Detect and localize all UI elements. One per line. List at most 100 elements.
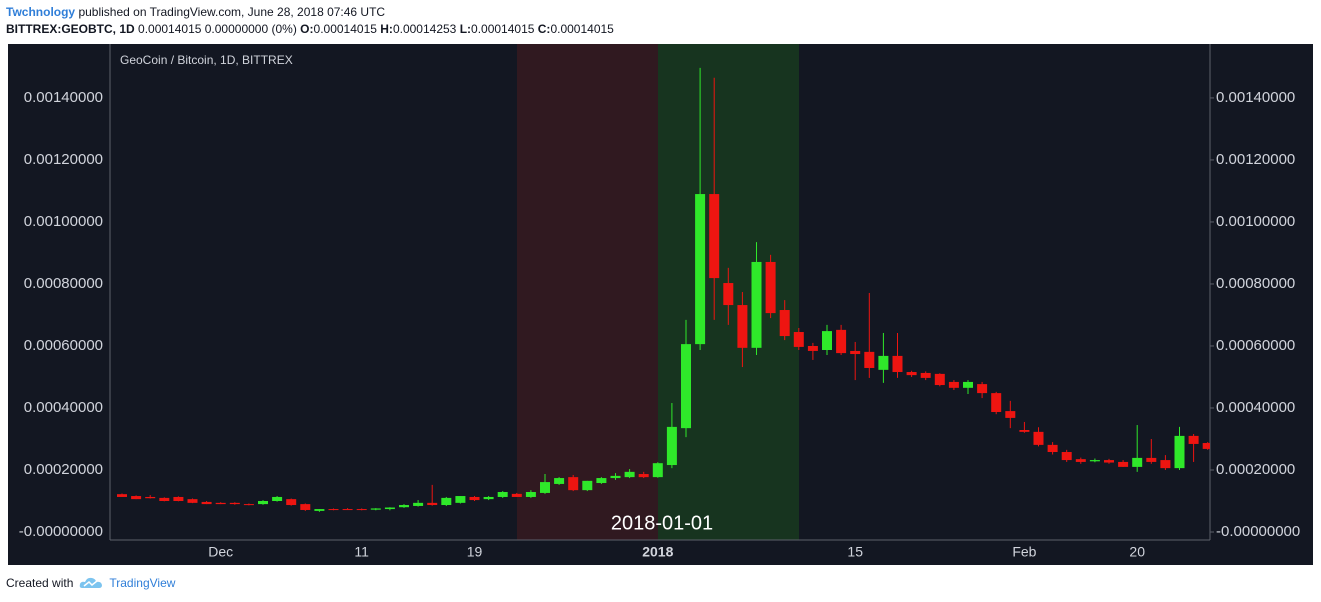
candle-body	[370, 508, 381, 510]
y-tick-label: 0.00080000	[24, 275, 103, 292]
created-with: Created with	[6, 576, 74, 590]
candle-body	[765, 261, 776, 314]
y-tick-label: 0.00020000	[24, 461, 103, 478]
candle-body	[243, 504, 254, 506]
candle-body	[638, 474, 649, 478]
candle-body	[779, 310, 790, 337]
candle-body	[1075, 459, 1086, 462]
candle-body	[1104, 460, 1114, 463]
candle-body	[314, 509, 325, 511]
x-tick-label: 15	[847, 544, 863, 560]
candle-body	[892, 355, 903, 373]
candle-body	[582, 480, 593, 491]
header: Twchnology published on TradingView.com,…	[6, 4, 614, 38]
candle-body	[511, 493, 522, 497]
candle-body	[652, 463, 663, 478]
candle-body	[469, 496, 480, 501]
highlight-red	[517, 44, 658, 540]
candle-body	[568, 477, 579, 491]
candle-body	[1005, 411, 1016, 418]
candle-body	[258, 500, 268, 505]
candle-body	[963, 381, 973, 388]
candle-body	[751, 261, 762, 348]
ohlc-label: C:	[537, 22, 551, 36]
candle-body	[610, 475, 621, 479]
candle-body	[695, 194, 706, 345]
header-line-1: Twchnology published on TradingView.com,…	[6, 4, 614, 21]
chart-title: GeoCoin / Bitcoin, 1D, BITTREX	[120, 53, 293, 67]
x-tick-label: 11	[354, 544, 369, 560]
candle-body	[159, 497, 170, 501]
y-tick-label-right: 0.00120000	[1216, 151, 1295, 168]
candle-body	[1174, 435, 1185, 469]
x-tick-label: Dec	[208, 544, 233, 560]
x-tick-label: 19	[467, 544, 483, 560]
candle-body	[215, 502, 226, 505]
x-tick-label: 2018	[642, 544, 673, 560]
ohlc-label: L:	[459, 22, 472, 36]
ohlc-value: 0.00014253	[392, 22, 457, 36]
candle-body	[1160, 460, 1171, 469]
brand[interactable]: TradingView	[109, 576, 176, 590]
candle-body	[991, 393, 1002, 413]
candle-body	[793, 332, 804, 347]
ohlc-value: 0.00014015	[313, 22, 377, 36]
candle-body	[525, 492, 536, 497]
candle-body	[413, 502, 424, 506]
y-tick-label-right: 0.00060000	[1216, 337, 1295, 354]
candle-body	[272, 496, 283, 501]
candle-body	[328, 509, 339, 511]
candle-body	[1202, 443, 1210, 449]
author[interactable]: Twchnology	[6, 5, 76, 19]
candle-body	[822, 331, 832, 351]
y-tick-label: 0.00120000	[24, 151, 103, 168]
y-tick-label: -0.00000000	[19, 523, 103, 540]
candle-body	[948, 381, 959, 388]
candle-body	[441, 497, 452, 506]
candle-body	[497, 492, 508, 497]
symbol: BITTREX:GEOBTC, 1D	[6, 22, 135, 36]
candle-body	[399, 505, 409, 508]
candle-body	[483, 496, 494, 500]
x-tick-label: Feb	[1012, 544, 1036, 560]
candle-body	[187, 499, 198, 503]
y-tick-label-right: 0.00080000	[1216, 275, 1295, 292]
candle-body	[836, 329, 847, 354]
ohlc-value: 0.00014015	[471, 22, 535, 36]
annotation: 2018-01-01	[611, 512, 713, 534]
candle-body	[201, 501, 212, 505]
ohlc-label: O:	[300, 22, 314, 36]
candle-body	[554, 478, 565, 484]
y-tick-label-right: 0.00040000	[1216, 399, 1295, 416]
candle-body	[807, 345, 818, 351]
candle-body	[906, 372, 917, 376]
candle-body	[878, 355, 889, 370]
y-tick-label-right: 0.00140000	[1216, 89, 1295, 106]
candle-body	[1132, 457, 1143, 467]
logo	[80, 577, 103, 588]
candle-body	[723, 283, 734, 306]
candle-body	[1089, 460, 1100, 462]
y-tick-label-right: -0.00000000	[1216, 523, 1300, 540]
candle-body	[737, 305, 748, 348]
candle-body	[286, 499, 297, 506]
x-tick-label: 20	[1129, 544, 1145, 560]
candle-body	[920, 372, 931, 378]
candle-body	[173, 496, 184, 501]
candle-body	[427, 502, 438, 506]
y-tick-label: 0.00140000	[24, 89, 103, 106]
candle-body	[356, 509, 367, 511]
candle-body	[1033, 431, 1044, 445]
candle-body	[977, 384, 988, 394]
candle-body	[1118, 461, 1129, 467]
candle-body	[681, 344, 691, 429]
y-tick-label-right: 0.00020000	[1216, 461, 1295, 478]
change: 0.00014015 0.00000000 (0%)	[138, 22, 297, 36]
candle-body	[1188, 435, 1199, 444]
header-line-2: BITTREX:GEOBTC, 1D 0.00014015 0.00000000…	[6, 21, 614, 38]
candle-body	[850, 350, 861, 355]
candle-body	[342, 509, 353, 511]
candle-body	[455, 496, 466, 503]
